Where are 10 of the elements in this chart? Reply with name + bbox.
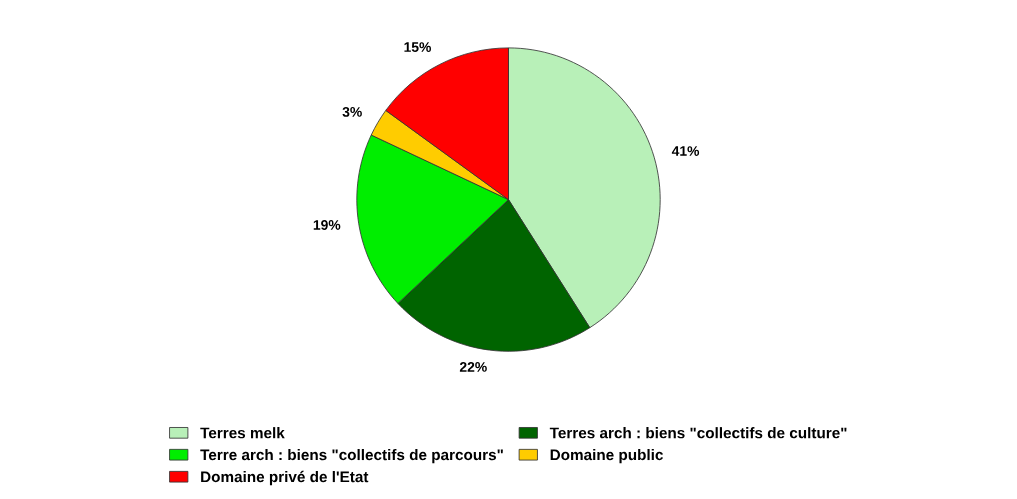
data-label: 3% xyxy=(342,107,362,117)
legend-label: Terres melk xyxy=(200,427,285,439)
data-label: 22% xyxy=(459,362,487,372)
data-label: 41% xyxy=(671,146,700,156)
legend-label: Domaine public xyxy=(550,448,663,464)
legend-label: Domaine privé de l'Etat xyxy=(201,470,369,486)
legend-label: Terres arch : biens "collectifs de culture" xyxy=(549,427,847,439)
data-label: 15% xyxy=(404,42,431,52)
data-label: 19% xyxy=(313,220,341,230)
legend-label: Terre arch : biens "collectifs de parcours" xyxy=(200,448,503,464)
